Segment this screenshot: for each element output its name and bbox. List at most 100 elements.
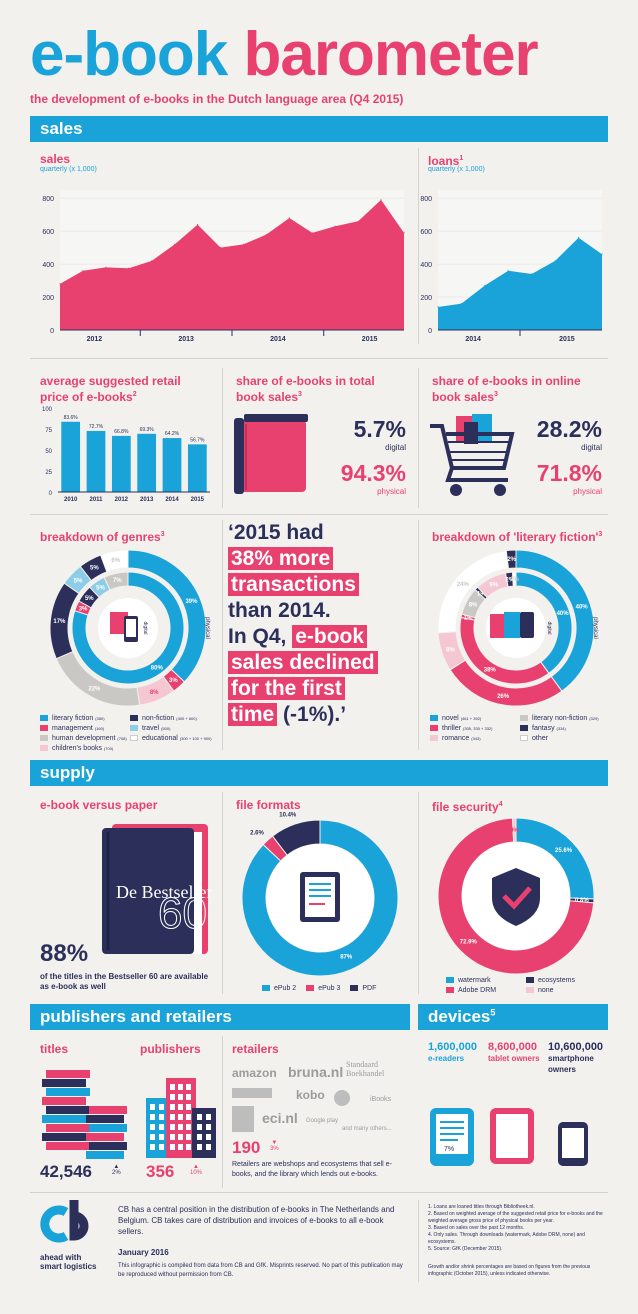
y-tick-label: 400 xyxy=(42,262,54,269)
footer-disclaimer: This infographic is compiled from data f… xyxy=(118,1263,403,1278)
quote-line-5a: In Q4, xyxy=(228,625,293,648)
quote-line-7: for the first xyxy=(228,677,345,700)
share-total-digital-label: digital xyxy=(385,443,406,452)
window xyxy=(186,1134,191,1140)
book-spine xyxy=(46,1142,90,1150)
window xyxy=(197,1144,202,1150)
window xyxy=(178,1084,183,1090)
genres-legend: literary fiction (380) non-fiction (400 +… xyxy=(40,714,220,754)
book-spine xyxy=(42,1079,86,1087)
logo-bruna: bruna.nl xyxy=(288,1064,344,1080)
retailers-note: Retailers are webshops and ecosystems th… xyxy=(232,1161,392,1178)
book-cover-number: 60 xyxy=(158,889,207,938)
share-online-title: share of e-books in online book sales3 xyxy=(432,374,581,404)
slice-label: 5% xyxy=(85,596,94,602)
x-tick-label: 2013 xyxy=(178,336,194,343)
window xyxy=(150,1134,155,1140)
footnote: 4. Only sales. Through downloads (waterm… xyxy=(428,1232,585,1245)
legend-item: other xyxy=(520,734,610,744)
slice-label: 38% xyxy=(484,667,497,673)
slice-label: 0.8% xyxy=(575,898,589,904)
slice-label: 39% xyxy=(185,599,198,605)
loans-area-chart: 800 600 400 200 0 2014 2015 xyxy=(420,190,603,343)
share-total-title: share of e-books in total book sales3 xyxy=(236,374,375,404)
data-point xyxy=(288,217,290,219)
center-digital-label: digital xyxy=(546,621,552,634)
publishers-change: ▲ 10% xyxy=(190,1164,203,1176)
y-tick-label: 200 xyxy=(42,295,54,302)
book-cover-title: De Bestseller xyxy=(116,882,212,902)
price-bar-chart: 100 75 50 25 0 83.6% 2010 72.7% 2011 66.8% 2012 69.… xyxy=(42,407,210,503)
slice-label: 2% xyxy=(507,557,516,563)
slice-label: 25.6% xyxy=(555,848,573,854)
footer-date: January 2016 xyxy=(118,1248,169,1257)
sales-chart-title: sales xyxy=(40,152,71,166)
donut-slice xyxy=(505,549,517,570)
book-spine xyxy=(46,1106,90,1114)
data-point xyxy=(174,243,176,245)
check-icon xyxy=(502,886,532,910)
price-bar xyxy=(137,433,157,492)
data-point xyxy=(601,253,603,255)
data-point xyxy=(403,232,405,234)
price-bar xyxy=(86,430,106,492)
slice-label: 7% xyxy=(113,578,122,584)
data-point xyxy=(311,232,313,234)
quote-line-8b: (-1%).’ xyxy=(277,703,347,726)
legend-item: none xyxy=(526,986,606,996)
data-point xyxy=(554,260,556,262)
window xyxy=(170,1114,175,1120)
slice-label: 5% xyxy=(96,585,105,591)
bar-value-label: 72.7% xyxy=(89,424,104,430)
logo-ibooks: iBooks xyxy=(370,1096,392,1103)
logo-eci: eci.nl xyxy=(262,1110,298,1126)
window xyxy=(197,1134,202,1140)
window xyxy=(178,1104,183,1110)
footnote: 2. Based on weighted average of the sugg… xyxy=(428,1211,603,1224)
book-spine xyxy=(89,1106,127,1114)
slice-label: 24% xyxy=(457,582,470,588)
literary-title: breakdown of 'literary fiction'3 xyxy=(432,530,603,544)
section-header-devices: devices5 xyxy=(418,1004,608,1030)
slice-label: 0% xyxy=(510,828,519,834)
share-online-physical-label: physical xyxy=(573,487,602,496)
section-header-supply: supply xyxy=(30,760,608,786)
legend-item: watermark xyxy=(446,976,526,986)
tablet-icon xyxy=(490,1108,534,1164)
y-tick-label: 75 xyxy=(45,428,52,434)
quote-line-3: transactions xyxy=(228,573,359,596)
donut-slice xyxy=(437,817,595,975)
book-spine xyxy=(89,1142,127,1150)
bar-value-label: 69.3% xyxy=(140,427,155,433)
share-total-physical-label: physical xyxy=(377,487,406,496)
formats-legend: ePub 2 ePub 3 PDF xyxy=(262,984,376,994)
book-spine xyxy=(86,1151,124,1159)
legend-item: children's books (700) xyxy=(40,744,130,754)
slice-label: 9% xyxy=(489,582,498,588)
footnote: 3. Based on sales over the past 12 month… xyxy=(428,1225,525,1231)
legend-item: literary fiction (380) xyxy=(40,714,130,724)
window xyxy=(186,1144,191,1150)
legend-item: fantasy (334) xyxy=(520,724,610,734)
data-point xyxy=(151,260,153,262)
slice-label: 40% xyxy=(557,611,570,617)
x-tick-label: 2012 xyxy=(87,336,103,343)
quote-line-2: 38% more xyxy=(228,547,334,570)
logo-standaard: Standaard Boekhandel xyxy=(346,1060,385,1078)
footer-notes: 1. Loans are loaned titles through Bibli… xyxy=(428,1204,610,1253)
window xyxy=(150,1144,155,1150)
data-point xyxy=(242,243,245,245)
sales-area-chart: 800 600 400 200 0 2012 2013 2014 2015 xyxy=(42,190,405,343)
price-bar xyxy=(111,435,131,492)
legend-item: ecosystems xyxy=(526,976,606,986)
data-point xyxy=(105,266,107,269)
legend-item: PDF xyxy=(350,984,376,994)
y-tick-label: 400 xyxy=(420,262,432,269)
genres-donut-chart: 39%3%8%22%17%5%5%6%80%3%5%5%7%digital phy… xyxy=(49,549,210,707)
security-legend: watermark ecosystems Adobe DRM none xyxy=(446,976,606,996)
y-tick-label: 800 xyxy=(420,196,432,203)
book-spine xyxy=(42,1097,86,1105)
footer-growth-note: Growth and/or shrink percentages are bas… xyxy=(428,1264,591,1277)
smartphone-icon xyxy=(558,1122,588,1166)
logo-googleplay: Google play xyxy=(306,1118,339,1124)
